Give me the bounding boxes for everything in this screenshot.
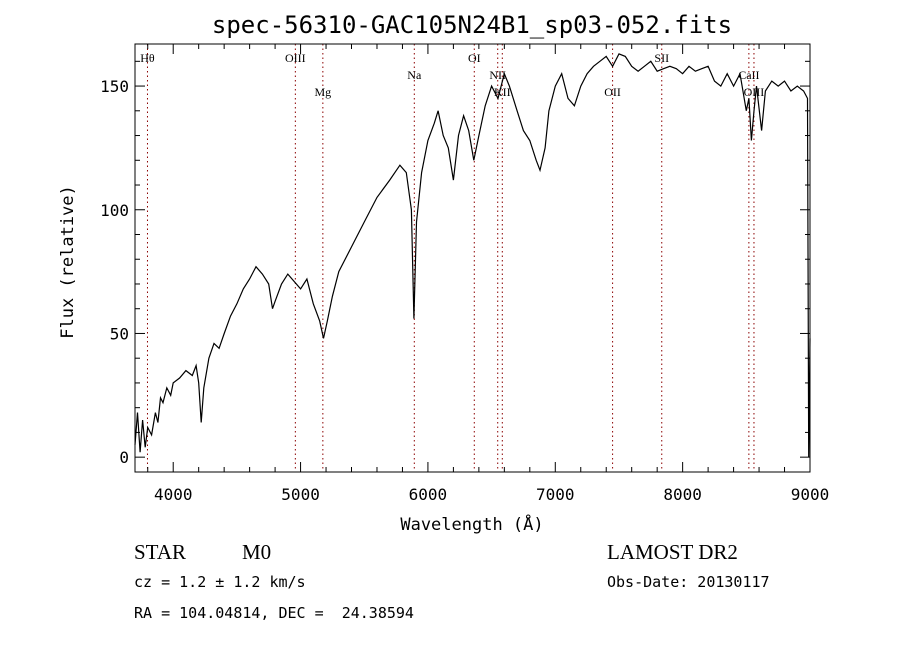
spectrum-line <box>134 53 811 458</box>
obs-date: Obs-Date: 20130117 <box>607 573 770 591</box>
survey-name: LAMOST DR2 <box>607 540 738 564</box>
object-class: STAR <box>134 540 186 564</box>
x-tick-label: 5000 <box>281 485 320 504</box>
y-tick-label: 150 <box>100 77 129 96</box>
x-tick-label: 7000 <box>536 485 575 504</box>
y-axis: 0 50 100 150 <box>100 60 810 467</box>
line-marker-label: OI <box>468 51 481 65</box>
x-tick-label: 4000 <box>154 485 193 504</box>
y-tick-label: 50 <box>110 324 129 343</box>
line-marker-label: Mg <box>315 85 332 99</box>
x-tick-label: 8000 <box>663 485 702 504</box>
line-marker-label: OII <box>604 85 621 99</box>
line-marker-label: Hθ <box>140 51 155 65</box>
x-axis-label: Wavelength (Å) <box>400 513 543 535</box>
line-marker-label: KII <box>494 85 511 99</box>
x-tick-label: 6000 <box>409 485 448 504</box>
object-subclass: M0 <box>242 540 272 564</box>
chart-title: spec-56310-GAC105N24B1_sp03-052.fits <box>212 11 732 39</box>
y-tick-label: 0 <box>119 448 129 467</box>
y-axis-label: Flux (relative) <box>58 185 78 339</box>
line-marker-label: Na <box>407 68 422 82</box>
ra-dec: RA = 104.04814, DEC = 24.38594 <box>134 604 414 622</box>
plot-frame <box>134 43 811 473</box>
redshift-cz: cz = 1.2 ± 1.2 km/s <box>134 573 306 591</box>
line-marker-label: OIII <box>285 51 306 65</box>
line-marker-label: SII <box>654 51 669 65</box>
x-axis: 4000 5000 6000 7000 8000 9000 <box>147 44 830 504</box>
line-marker-label: OIII <box>744 85 765 99</box>
x-tick-label: 9000 <box>791 485 830 504</box>
y-tick-label: 100 <box>100 201 129 220</box>
